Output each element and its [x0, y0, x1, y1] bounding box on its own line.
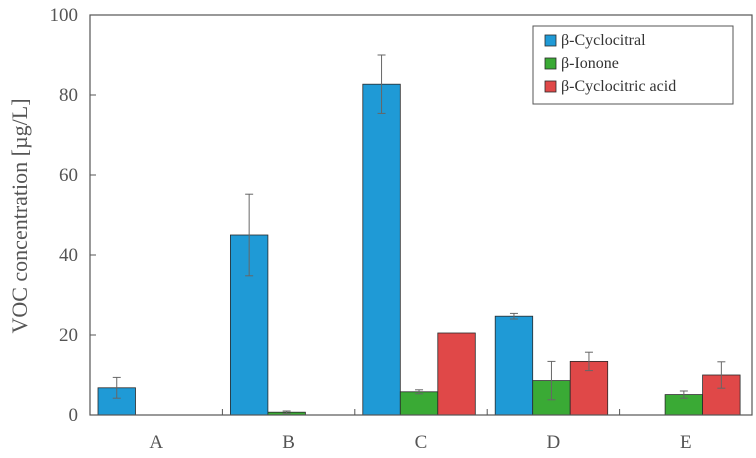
bars	[97, 83, 741, 416]
y-tick-label: 20	[59, 325, 78, 346]
x-tick-label: E	[680, 432, 692, 453]
y-axis-ticks: 0 20 40 60 80 100	[50, 5, 96, 426]
x-axis-ticks: A B C D E	[149, 409, 692, 453]
y-tick-label: 100	[50, 5, 79, 26]
legend: β-Cyclocitral β-Ionone β-Cyclocitric acid	[532, 25, 734, 105]
x-tick-label: D	[547, 432, 561, 453]
y-tick-label: 80	[59, 85, 78, 106]
bar	[437, 332, 476, 416]
bar	[362, 83, 401, 416]
legend-swatch	[544, 57, 557, 70]
bar	[399, 391, 439, 416]
legend-label: β-Ionone	[561, 55, 619, 72]
legend-box	[532, 25, 734, 105]
legend-label: β-Cyclocitral	[561, 32, 646, 49]
x-tick-label: C	[415, 432, 428, 453]
legend-label: β-Cyclocitric acid	[561, 78, 676, 95]
plot-frame	[89, 14, 753, 416]
x-tick-label: A	[149, 432, 163, 453]
y-axis-title: VOC concentration [µg/L]	[7, 98, 32, 333]
y-axis-title-group: VOC concentration [µg/L]	[7, 98, 32, 333]
y-tick-label: 0	[69, 405, 79, 426]
legend-swatch	[544, 34, 557, 47]
error-bars	[112, 54, 726, 414]
bar	[494, 315, 534, 416]
legend-swatch	[544, 80, 557, 93]
y-tick-label: 60	[59, 165, 78, 186]
x-tick-label: B	[282, 432, 295, 453]
y-tick-label: 40	[59, 245, 78, 266]
